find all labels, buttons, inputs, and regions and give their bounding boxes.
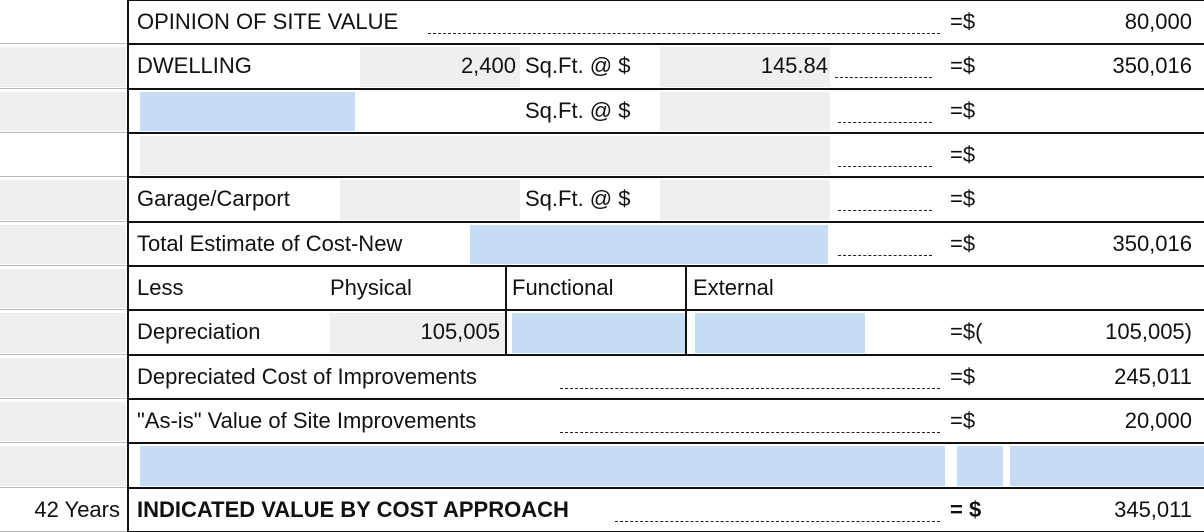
equals: =$ — [950, 408, 976, 433]
equals: =$( — [950, 319, 983, 344]
row-line — [128, 132, 1204, 134]
dotted-leader — [560, 388, 940, 389]
column-line — [505, 266, 507, 355]
dotted-leader — [838, 210, 932, 211]
input-field[interactable] — [1010, 446, 1204, 486]
gray-cell — [360, 47, 520, 87]
left-cell — [0, 92, 126, 131]
left-cell — [0, 446, 126, 486]
dotted-leader — [838, 255, 932, 256]
external: External — [693, 275, 774, 300]
left-cell — [0, 269, 126, 308]
dotted-leader — [560, 432, 940, 433]
total-label: INDICATED VALUE BY COST APPROACH — [137, 497, 569, 522]
age: 42 Years — [34, 497, 120, 522]
unit: Sq.Ft. @ $ — [525, 53, 631, 78]
row-line — [128, 221, 1204, 223]
total-amount: 345,011 — [1114, 497, 1192, 522]
row-line — [0, 132, 128, 133]
physical: 105,005 — [420, 319, 500, 344]
row-line — [0, 88, 128, 89]
equals: =$ — [950, 364, 976, 389]
left-cell — [0, 225, 126, 264]
gray-cell — [340, 180, 520, 220]
gray-cell — [140, 136, 830, 175]
dotted-leader — [835, 77, 932, 78]
dotted-leader — [428, 33, 940, 34]
input-field[interactable] — [957, 446, 1003, 486]
unit: Sq.Ft. @ $ — [525, 186, 631, 211]
functional: Functional — [512, 275, 614, 300]
row-line — [128, 43, 1204, 45]
left-cell — [0, 313, 126, 353]
row-line — [128, 176, 1204, 178]
left-cell — [67, 180, 126, 220]
equals: =$ — [950, 142, 976, 167]
left-cell — [0, 47, 126, 87]
gray-cell — [330, 313, 505, 353]
left-cell — [0, 402, 126, 441]
amount: 105,005) — [1105, 319, 1192, 344]
row-line — [128, 354, 1204, 356]
unit: Sq.Ft. @ $ — [525, 98, 631, 123]
row-line — [0, 221, 128, 222]
row-line — [0, 398, 128, 399]
equals: =$ — [950, 9, 976, 34]
row-label: Total Estimate of Cost-New — [137, 231, 403, 256]
rate: 145.84 — [760, 53, 828, 78]
row-line — [128, 309, 1204, 311]
amount: 20,000 — [1124, 408, 1192, 433]
equals: = $ — [950, 497, 982, 522]
row-label: Less — [137, 275, 184, 300]
row-line — [0, 487, 128, 488]
row-label: DWELLING — [137, 53, 252, 78]
amount: 350,016 — [1112, 53, 1192, 78]
amount: 245,011 — [1114, 364, 1192, 389]
equals: =$ — [950, 53, 976, 78]
row-label: "As-is" Value of Site Improvements — [137, 408, 477, 433]
row-line — [0, 176, 128, 177]
row-label: Garage/Carport — [137, 186, 290, 211]
dotted-leader — [838, 166, 932, 167]
row-line — [0, 265, 128, 266]
input-field[interactable] — [512, 313, 685, 353]
physical: Physical — [330, 275, 412, 300]
amount: 350,016 — [1112, 231, 1192, 256]
row-label: Depreciation — [137, 319, 261, 344]
row-line — [0, 43, 128, 44]
row-label: OPINION OF SITE VALUE — [137, 9, 399, 34]
dotted-leader — [615, 521, 940, 522]
row-line — [128, 88, 1204, 90]
equals: =$ — [950, 98, 976, 123]
row-line — [128, 442, 1204, 444]
column-line — [685, 266, 687, 355]
gray-cell — [660, 47, 830, 87]
equals: =$ — [950, 186, 976, 211]
row-line — [0, 354, 128, 355]
area: 2,400 — [460, 53, 516, 78]
input-field[interactable] — [470, 225, 828, 264]
row-line — [128, 398, 1204, 400]
row-label: Depreciated Cost of Improvements — [137, 364, 477, 389]
gray-cell — [660, 92, 830, 131]
input-field[interactable] — [695, 313, 865, 353]
row-line — [0, 309, 128, 310]
row-line — [0, 442, 128, 443]
amount: 80,000 — [1124, 9, 1192, 34]
input-field[interactable] — [140, 446, 945, 486]
equals: =$ — [950, 231, 976, 256]
row-line — [128, 487, 1204, 489]
column-line — [127, 0, 129, 532]
input-field[interactable] — [140, 92, 355, 131]
gray-cell — [660, 180, 830, 220]
left-cell — [0, 358, 126, 397]
dotted-leader — [838, 122, 932, 123]
row-line — [128, 265, 1204, 267]
row-line — [128, 0, 1204, 1]
